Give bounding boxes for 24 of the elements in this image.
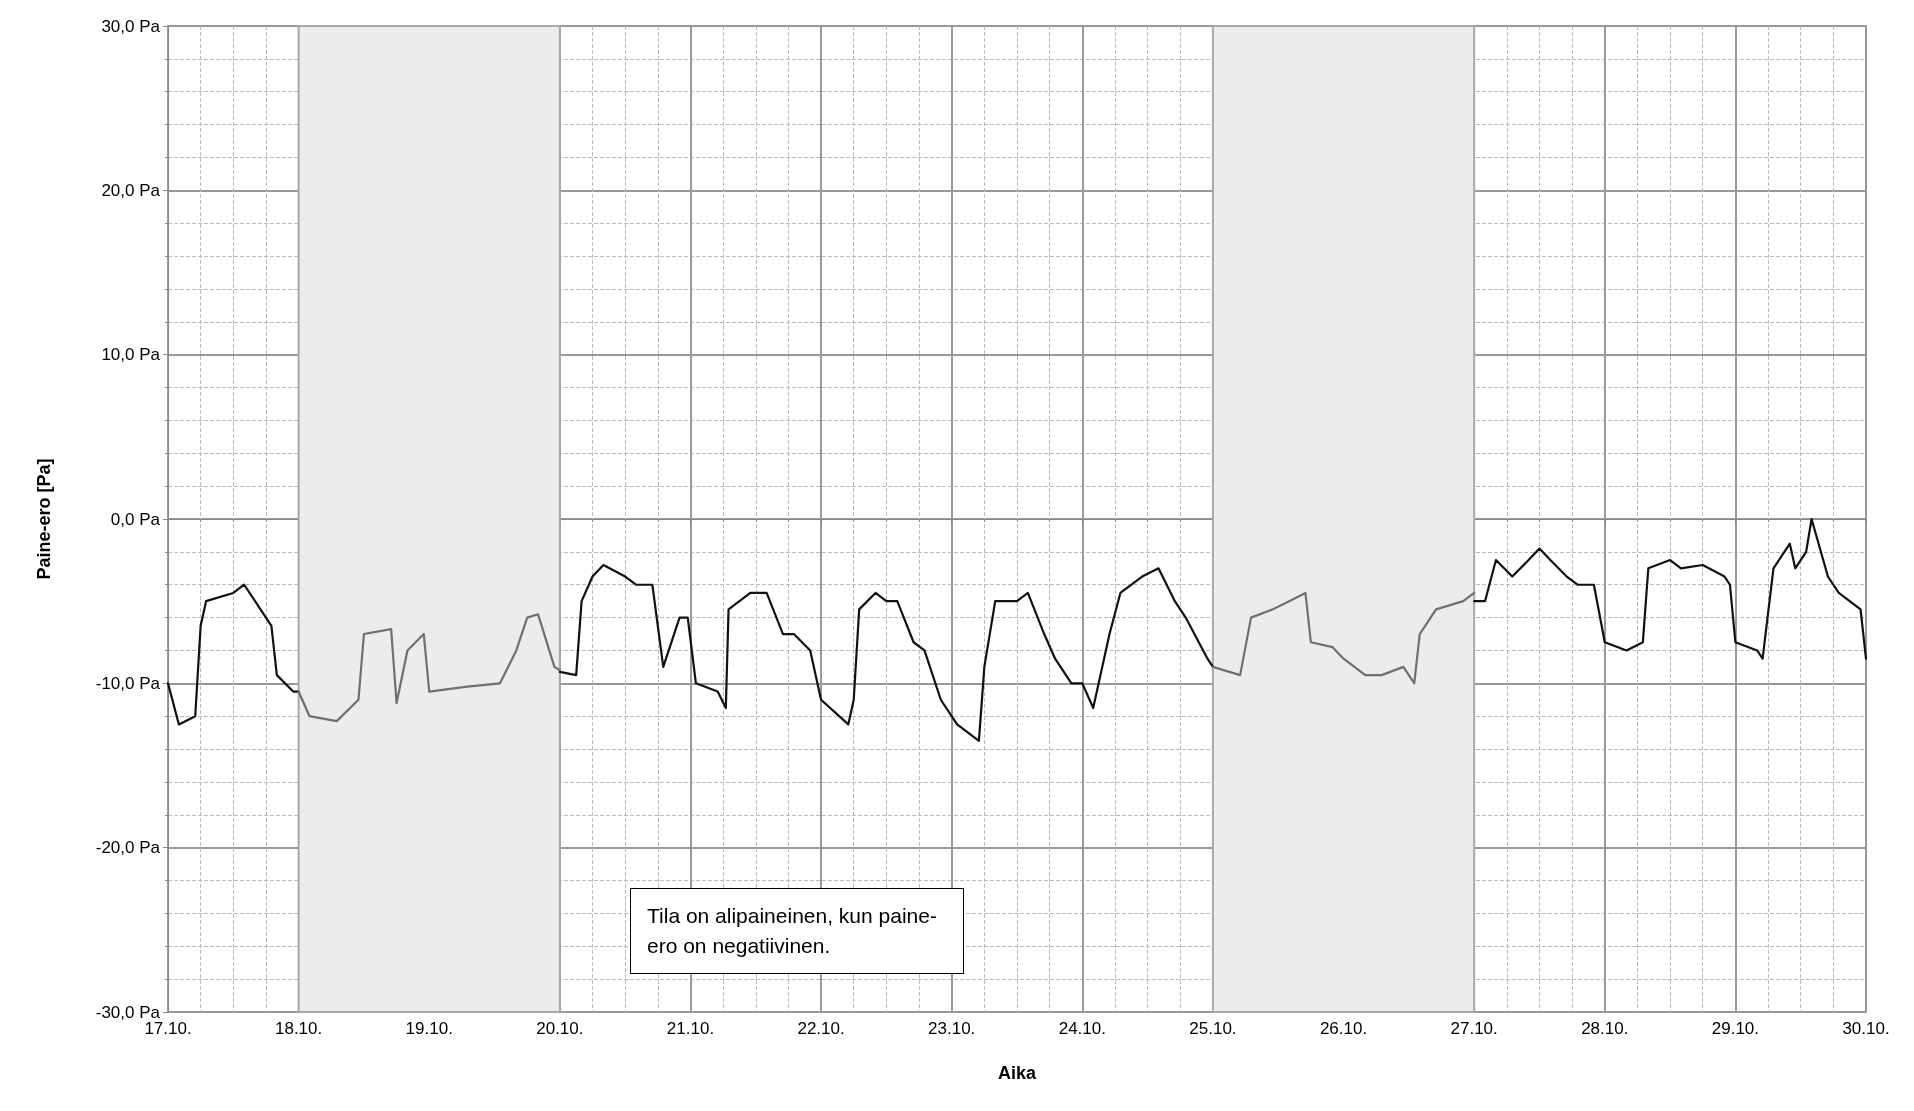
y-tick-label: 30,0 Pa <box>101 16 161 36</box>
x-tick-label: 19.10. <box>405 1019 453 1038</box>
x-tick-label: 21.10. <box>666 1019 715 1038</box>
y-tick-label: 20,0 Pa <box>101 180 161 200</box>
x-tick-label: 23.10. <box>928 1019 976 1038</box>
y-tick-label: -20,0 Pa <box>95 838 161 858</box>
x-axis-title: Aika <box>997 1063 1037 1083</box>
y-tick-label: -10,0 Pa <box>95 673 161 693</box>
x-tick-label: 30.10. <box>1842 1019 1890 1038</box>
x-tick-label: 17.10. <box>144 1019 192 1038</box>
x-tick-label: 20.10. <box>536 1019 584 1038</box>
y-tick-label: -30,0 Pa <box>95 1002 161 1022</box>
y-tick-label: 10,0 Pa <box>101 345 161 365</box>
x-tick-label: 26.10. <box>1319 1019 1368 1038</box>
x-tick-label: 29.10. <box>1711 1019 1760 1038</box>
y-axis-title: Paine-ero [Pa] <box>34 458 54 580</box>
y-tick-label: 0,0 Pa <box>110 509 161 529</box>
x-tick-label: 28.10. <box>1581 1019 1629 1038</box>
x-tick-label: 22.10. <box>797 1019 845 1038</box>
x-tick-label: 27.10. <box>1450 1019 1498 1038</box>
x-tick-label: 18.10. <box>274 1019 323 1038</box>
x-tick-label: 25.10. <box>1189 1019 1237 1038</box>
note-box: Tila on alipaineinen, kun paine-ero on negatiivinen. <box>630 888 964 974</box>
x-tick-label: 24.10. <box>1058 1019 1106 1038</box>
